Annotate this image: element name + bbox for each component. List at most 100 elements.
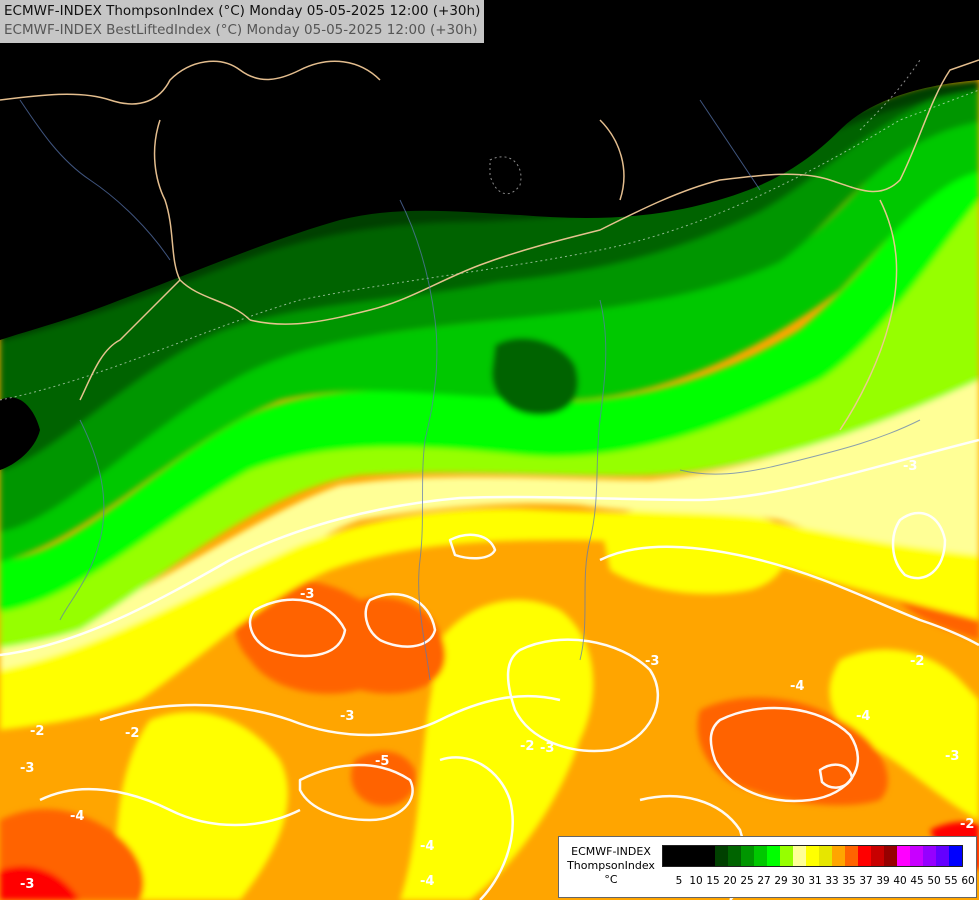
contour-line-8 (818, 763, 854, 789)
legend-swatch (728, 846, 741, 866)
legend-swatch (871, 846, 884, 866)
border-line-1 (0, 60, 381, 105)
legend-model: ECMWF-INDEX (571, 845, 651, 858)
legend-swatch (702, 846, 715, 866)
field-red-east (697, 697, 888, 806)
legend-swatch (910, 846, 923, 866)
contour-label: -3 (20, 877, 34, 892)
contour-label: -4 (790, 679, 804, 694)
legend-swatch (923, 846, 936, 866)
legend-swatch (767, 846, 780, 866)
contour-line-11 (298, 763, 414, 822)
color-legend: ECMWF-INDEX ThompsonIndex °C 5 10 15 20 25 27… (558, 836, 977, 898)
legend-tick-label: 35 (842, 875, 856, 887)
legend-swatch (715, 846, 728, 866)
field-yellow-sw (116, 712, 288, 900)
field-red-deep-sw (0, 866, 80, 900)
contour-label: -2 (910, 654, 924, 669)
legend-tick-label: 40 (893, 875, 907, 887)
legend-parameter: ThompsonIndex (567, 859, 655, 872)
river-4 (699, 99, 761, 191)
river-6 (679, 419, 921, 475)
contour-line-5 (39, 787, 301, 827)
border-line-6 (839, 199, 898, 431)
contour-label: -2 (520, 739, 534, 754)
field-yellow-se (829, 649, 979, 820)
contour-label: -4 (856, 709, 870, 724)
map-title-box: ECMWF-INDEX ThompsonIndex (°C) Monday 05… (0, 0, 485, 43)
legend-color-bar (662, 845, 963, 867)
legend-swatch (806, 846, 819, 866)
legend-label: ECMWF-INDEX ThompsonIndex °C (563, 845, 659, 887)
river-2 (399, 199, 438, 681)
contour-label: -2 (960, 817, 974, 832)
contour-label: -3 (300, 587, 314, 602)
field-black-north (0, 0, 979, 340)
contour-line-6 (506, 638, 660, 753)
field-yellow-south (400, 600, 594, 900)
field-green-bright (0, 170, 979, 612)
field-lime (0, 190, 979, 648)
legend-swatch (741, 846, 754, 866)
river-5 (59, 419, 105, 621)
legend-tick-label: 29 (774, 875, 788, 887)
contour-line-2 (248, 598, 347, 658)
legend-tick-label: 15 (706, 875, 720, 887)
border-line-3 (249, 59, 979, 325)
legend-unit: °C (604, 873, 618, 886)
legend-tick-label: 55 (944, 875, 958, 887)
legend-tick-label: 5 (675, 875, 683, 887)
contour-line-9 (891, 511, 947, 580)
contour-line-13 (439, 756, 514, 900)
legend-tick-label: 31 (808, 875, 822, 887)
map-title-secondary: ECMWF-INDEX BestLiftedIndex (°C) Monday … (4, 22, 478, 38)
contour-label: -3 (540, 741, 554, 756)
legend-swatch (936, 846, 949, 866)
river-1 (19, 99, 171, 261)
dotted-contour-3 (859, 59, 921, 131)
contour-line-3 (364, 592, 437, 648)
contour-label: -3 (340, 709, 354, 724)
contour-line-1 (0, 438, 979, 657)
contour-line-12 (448, 533, 497, 560)
dotted-contour-2 (489, 156, 522, 195)
legend-swatch (858, 846, 871, 866)
river-3 (579, 299, 607, 661)
contour-label: -3 (20, 761, 34, 776)
map-title-primary: ECMWF-INDEX ThompsonIndex (°C) Monday 05… (4, 3, 481, 19)
dotted-contour-1 (0, 89, 979, 401)
contour-label: -2 (125, 726, 139, 741)
border-line-5 (599, 119, 625, 201)
contour-label: -3 (903, 459, 917, 474)
border-line-2 (153, 119, 251, 321)
contour-label: -5 (375, 754, 389, 769)
field-green-medium (0, 120, 979, 562)
contour-line-10 (599, 545, 979, 647)
contour-line-4 (99, 694, 561, 737)
field-red-west (233, 579, 446, 694)
field-green-dark (0, 80, 979, 532)
legend-swatch (949, 846, 962, 866)
legend-tick-label: 60 (961, 875, 975, 887)
contour-label: -4 (420, 839, 434, 854)
legend-tick-label: 20 (723, 875, 737, 887)
legend-tick-label: 50 (927, 875, 941, 887)
field-green-dark-blob (491, 337, 579, 415)
legend-tick-label: 10 (689, 875, 703, 887)
contour-label: -3 (645, 654, 659, 669)
legend-swatch (689, 846, 702, 866)
contour-line-7 (709, 706, 860, 803)
legend-swatch (663, 846, 676, 866)
legend-swatch (676, 846, 689, 866)
field-yellow-band (0, 508, 979, 730)
legend-swatch (793, 846, 806, 866)
legend-swatch (832, 846, 845, 866)
legend-swatch (780, 846, 793, 866)
legend-tick-label: 39 (876, 875, 890, 887)
field-black-west (0, 397, 40, 470)
legend-swatch (897, 846, 910, 866)
legend-tick-label: 25 (740, 875, 754, 887)
contour-label: -3 (945, 749, 959, 764)
legend-tick-label: 33 (825, 875, 839, 887)
